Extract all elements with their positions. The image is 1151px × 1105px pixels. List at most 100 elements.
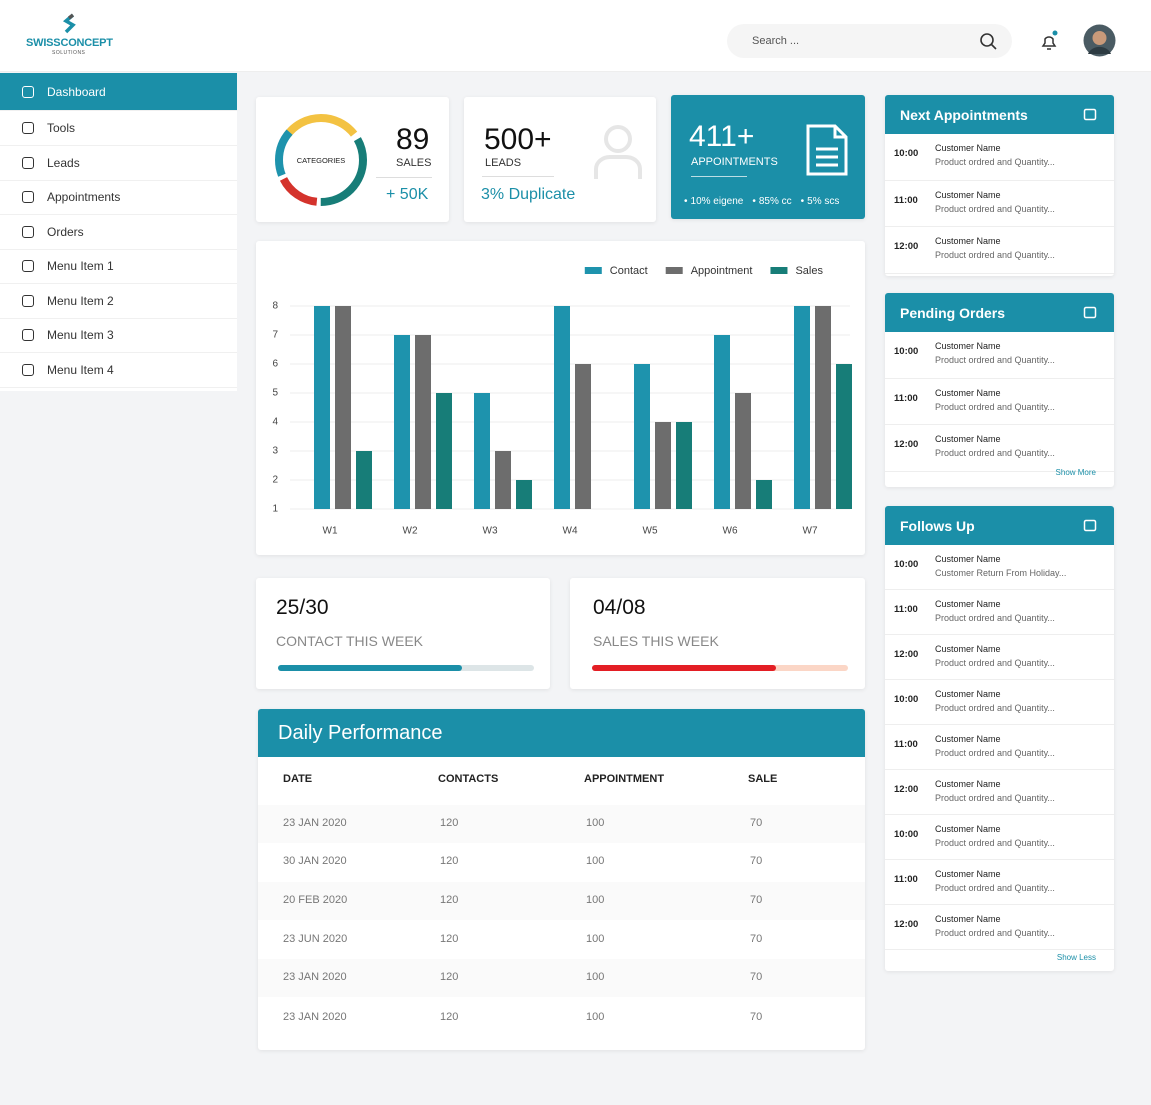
sales-label: SALES: [396, 157, 432, 169]
logo-mark: [62, 13, 76, 34]
item-name: Customer Name: [935, 644, 1001, 654]
column-header: DATE: [283, 773, 313, 785]
nav-item[interactable]: Leads: [0, 146, 237, 181]
weekly-value: 25/30: [276, 596, 329, 619]
item-name: Customer Name: [935, 143, 1001, 153]
column-header: APPOINTMENT: [584, 773, 665, 785]
table-cell: 100: [586, 933, 605, 945]
item-time: 11:00: [894, 739, 918, 750]
item-name: Customer Name: [935, 189, 1001, 200]
item-detail: Product ordred and Quantity...: [935, 928, 1055, 938]
donut: CATEGORIES: [275, 114, 367, 206]
item-time: 12:00: [894, 241, 919, 252]
bar: [356, 451, 372, 509]
list-item[interactable]: 12:00 Customer Name Product ordred and Qua…: [885, 635, 1114, 680]
item-name: Customer Name: [935, 554, 1001, 564]
item-name: Customer Name: [935, 434, 1001, 444]
legend-label: Sales: [795, 265, 823, 277]
table-cell: 120: [440, 855, 459, 867]
nav-item[interactable]: Tools: [0, 111, 237, 146]
search-box[interactable]: Search ...: [727, 24, 1012, 58]
panel-icon: [1083, 519, 1097, 532]
list-item[interactable]: 11:00 Customer Name Product ordred and Qua…: [885, 379, 1114, 425]
bar: [495, 451, 511, 509]
sidebar: Dashboard Tools Leads Appointments Orders Men…: [0, 73, 237, 391]
progress-fill: [278, 665, 463, 671]
item-detail: Product ordred and Quantity...: [935, 883, 1055, 893]
notification-bell[interactable]: [1039, 30, 1061, 52]
table-cell: 70: [750, 894, 763, 906]
y-tick-label: 2: [272, 475, 278, 486]
list-item[interactable]: 10:00 Customer Name Product ordred and Qua…: [885, 134, 1114, 181]
item-detail: Product ordred and Quantity...: [935, 203, 1055, 214]
bar: [516, 480, 532, 509]
item-detail: Product ordred and Quantity...: [935, 703, 1055, 713]
toggle-link[interactable]: Show More: [1055, 468, 1096, 477]
leads-label: LEADS: [485, 157, 522, 169]
item-time: 12:00: [894, 649, 919, 660]
item-name: Customer Name: [935, 599, 1001, 609]
weekly-card: 04/08 SALES THIS WEEK: [570, 578, 865, 689]
x-tick-label: W5: [643, 526, 658, 537]
categories-card: CATEGORIES 89 SALES + 50K: [256, 97, 449, 222]
table-cell: 120: [440, 933, 459, 945]
table-cell: 23 JAN 2020: [283, 1011, 347, 1023]
list-item[interactable]: 12:00 Customer Name Product ordred and Qua…: [885, 227, 1114, 274]
list-item[interactable]: 11:00 Customer Name Product ordred and Qua…: [885, 181, 1114, 227]
item-detail: Product ordred and Quantity...: [935, 613, 1055, 623]
nav-item[interactable]: Orders: [0, 215, 237, 250]
daily-performance-card: Daily Performance DATE CONTACTS APPOINTMEN…: [258, 709, 865, 1050]
legend-swatch: [770, 267, 788, 274]
list-item[interactable]: 11:00 Customer Name Product ordred and Qua…: [885, 860, 1114, 905]
toggle-link[interactable]: Show Less: [1056, 953, 1096, 962]
user-icon: [594, 125, 642, 179]
nav-item[interactable]: Dashboard: [0, 73, 237, 111]
item-time: 11:00: [894, 194, 918, 206]
nav-item[interactable]: Menu Item 1: [0, 249, 237, 284]
list-item[interactable]: 11:00 Customer Name Product ordred and Qua…: [885, 590, 1114, 635]
nav-item[interactable]: Menu Item 4: [0, 353, 237, 388]
divider: [482, 176, 554, 177]
search-icon[interactable]: [979, 32, 997, 50]
follows-up-panel: Follows Up 10:00 Customer Name Customer Ret…: [885, 506, 1114, 971]
icon-shape: [1083, 519, 1097, 532]
list-item[interactable]: 10:00 Customer Name Product ordred and Qua…: [885, 332, 1114, 379]
table-cell: 100: [586, 1011, 605, 1023]
panel-icon: [1083, 306, 1097, 319]
list-item[interactable]: 10:00 Customer Name Product ordred and Qua…: [885, 680, 1114, 725]
pending-orders-panel: Pending Orders 10:00 Customer Name Product …: [885, 293, 1114, 487]
list-item[interactable]: 12:00 Customer Name Product ordred and Qua…: [885, 425, 1114, 472]
item-name: Customer Name: [935, 779, 1001, 789]
table-cell: 20 FEB 2020: [283, 894, 348, 906]
bar: [735, 393, 751, 509]
avatar[interactable]: [1083, 24, 1116, 57]
list-item[interactable]: 10:00 Customer Name Customer Return From H…: [885, 545, 1114, 590]
column-header: SALE: [748, 773, 778, 785]
list-item[interactable]: 11:00 Customer Name Product ordred and Qua…: [885, 725, 1114, 770]
sales-delta: + 50K: [386, 186, 429, 203]
nav-label: Dashboard: [47, 84, 106, 99]
table-header: DATE CONTACTS APPOINTMENT SALE: [258, 761, 865, 799]
appointments-breakdown: 10% eigene 85% cc 5% scs: [684, 191, 848, 209]
nav-item[interactable]: Menu Item 2: [0, 284, 237, 319]
item-time: 11:00: [894, 604, 918, 615]
bar: [415, 335, 431, 509]
item-name: Customer Name: [935, 869, 1001, 879]
divider: [376, 177, 432, 178]
nav-item[interactable]: Menu Item 3: [0, 318, 237, 353]
nav-item[interactable]: Appointments: [0, 180, 237, 215]
bar: [714, 335, 730, 509]
list-item[interactable]: 12:00 Customer Name Product ordred and Qua…: [885, 905, 1114, 950]
weekly-card: 25/30 CONTACT THIS WEEK: [256, 578, 550, 689]
breakdown-item: 5% scs: [801, 196, 840, 207]
list-item[interactable]: 12:00 Customer Name Product ordred and Qua…: [885, 770, 1114, 815]
table-row: 30 JAN 2020 120 100 70: [258, 843, 865, 881]
x-tick-label: W7: [803, 526, 818, 537]
table-cell: 23 JAN 2020: [283, 817, 347, 829]
y-tick-label: 6: [272, 359, 278, 370]
donut-label: CATEGORIES: [297, 156, 346, 165]
bar: [554, 306, 570, 509]
item-time: 11:00: [894, 392, 918, 404]
item-name: Customer Name: [935, 236, 1001, 246]
list-item[interactable]: 10:00 Customer Name Product ordred and Qua…: [885, 815, 1114, 860]
